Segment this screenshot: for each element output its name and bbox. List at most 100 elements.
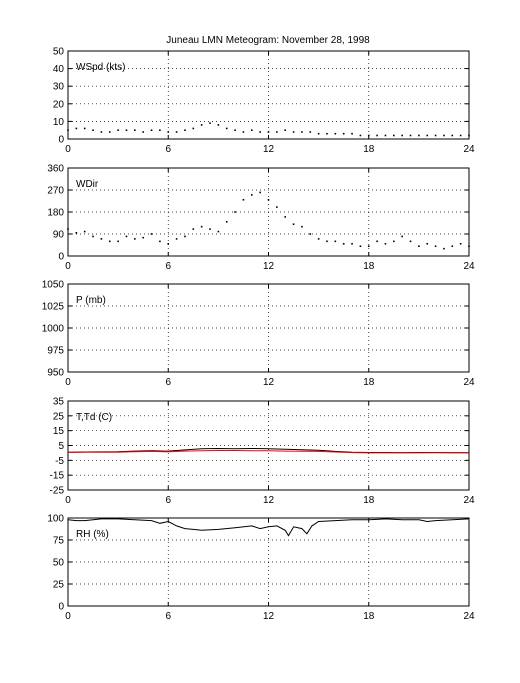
data-point bbox=[334, 240, 337, 243]
data-point bbox=[242, 131, 245, 133]
x-tick-label: 12 bbox=[263, 495, 275, 506]
data-point bbox=[434, 134, 437, 137]
data-point bbox=[67, 129, 69, 131]
data-point bbox=[83, 230, 86, 233]
data-point bbox=[276, 131, 278, 133]
y-tick-label: 30 bbox=[53, 82, 65, 93]
y-tick-label: 950 bbox=[47, 368, 64, 379]
data-point bbox=[83, 127, 86, 130]
data-point bbox=[75, 127, 78, 130]
data-point bbox=[150, 129, 153, 131]
data-point bbox=[426, 134, 429, 137]
data-point bbox=[175, 131, 178, 133]
data-point bbox=[117, 240, 119, 243]
x-tick-label: 24 bbox=[463, 611, 475, 622]
data-point bbox=[217, 230, 220, 233]
y-tick-label: 20 bbox=[53, 99, 65, 110]
y-tick-label: -15 bbox=[50, 471, 65, 482]
panel-label: RH (%) bbox=[76, 529, 109, 540]
series-line-0 bbox=[67, 518, 470, 537]
x-tick-label: 18 bbox=[363, 144, 375, 155]
data-point bbox=[117, 129, 119, 131]
data-point bbox=[242, 198, 245, 201]
data-point bbox=[209, 122, 211, 124]
panel-1: 0 6 12 18 24 0 90 180 270 360 WDir bbox=[47, 164, 475, 273]
y-tick-label: 35 bbox=[53, 397, 65, 408]
data-point bbox=[384, 242, 387, 245]
x-tick-label: 24 bbox=[463, 377, 475, 388]
panel-4: 0 6 12 18 24 0 25 50 75 100 RH (%) bbox=[47, 514, 475, 623]
data-point bbox=[418, 134, 420, 137]
data-point bbox=[443, 134, 445, 137]
data-point bbox=[92, 235, 94, 238]
data-point bbox=[217, 124, 220, 126]
x-tick-label: 24 bbox=[463, 495, 475, 506]
data-point bbox=[451, 245, 454, 248]
panel-label: WSpd (kts) bbox=[76, 62, 125, 73]
data-point bbox=[459, 134, 462, 137]
data-point bbox=[234, 211, 236, 213]
data-point bbox=[292, 131, 295, 133]
data-point bbox=[301, 131, 303, 133]
x-tick-label: 18 bbox=[363, 611, 375, 622]
y-tick-label: 10 bbox=[53, 117, 65, 128]
data-point bbox=[376, 240, 378, 243]
x-tick-label: 0 bbox=[65, 144, 71, 155]
data-point bbox=[459, 242, 462, 245]
data-point bbox=[359, 245, 362, 248]
y-tick-label: 25 bbox=[53, 580, 65, 591]
x-tick-label: 12 bbox=[263, 611, 275, 622]
y-tick-label: -25 bbox=[50, 486, 65, 497]
data-point bbox=[351, 242, 353, 245]
data-point bbox=[100, 131, 103, 133]
data-point bbox=[359, 134, 362, 137]
y-tick-label: 0 bbox=[58, 602, 64, 613]
data-point bbox=[134, 129, 136, 131]
data-point bbox=[267, 198, 270, 201]
data-point bbox=[100, 238, 103, 240]
data-point bbox=[259, 191, 261, 194]
data-point bbox=[334, 132, 337, 135]
x-tick-label: 12 bbox=[263, 261, 275, 272]
data-point bbox=[326, 240, 328, 243]
y-tick-label: 40 bbox=[53, 64, 65, 75]
x-tick-label: 6 bbox=[165, 144, 171, 155]
x-tick-label: 12 bbox=[263, 144, 275, 155]
data-point bbox=[225, 220, 228, 223]
data-point bbox=[167, 242, 170, 245]
y-tick-label: 5 bbox=[58, 441, 64, 452]
data-point bbox=[418, 245, 420, 248]
data-point bbox=[209, 228, 211, 230]
y-tick-label: 75 bbox=[53, 536, 65, 547]
x-tick-label: 0 bbox=[65, 611, 71, 622]
data-point bbox=[351, 132, 353, 135]
data-point bbox=[108, 240, 111, 243]
data-point bbox=[167, 131, 170, 133]
figure-title: Juneau LMN Meteogram: November 28, 1998 bbox=[166, 35, 370, 46]
data-point bbox=[200, 225, 203, 228]
y-tick-label: 1000 bbox=[42, 324, 65, 335]
data-point bbox=[67, 228, 69, 230]
x-tick-label: 12 bbox=[263, 377, 275, 388]
y-tick-label: 975 bbox=[47, 346, 64, 357]
data-point bbox=[317, 238, 320, 240]
data-point bbox=[108, 131, 111, 133]
x-tick-label: 18 bbox=[363, 495, 375, 506]
data-point bbox=[468, 134, 470, 137]
panel-3: 0 6 12 18 24 -25 -15 -5 5 15 25 35 T,Td (C) bbox=[50, 397, 475, 507]
x-tick-label: 0 bbox=[65, 495, 71, 506]
data-point bbox=[426, 242, 429, 245]
data-point bbox=[184, 235, 186, 238]
x-tick-label: 6 bbox=[165, 495, 171, 506]
panel-label: P (mb) bbox=[76, 295, 106, 306]
data-point bbox=[234, 129, 236, 131]
data-point bbox=[284, 216, 287, 218]
data-point bbox=[75, 231, 78, 234]
y-tick-label: -5 bbox=[55, 456, 64, 467]
y-tick-label: 1025 bbox=[42, 302, 65, 313]
data-point bbox=[434, 245, 437, 248]
x-tick-label: 24 bbox=[463, 144, 475, 155]
data-point bbox=[259, 131, 261, 133]
data-point bbox=[125, 235, 128, 238]
